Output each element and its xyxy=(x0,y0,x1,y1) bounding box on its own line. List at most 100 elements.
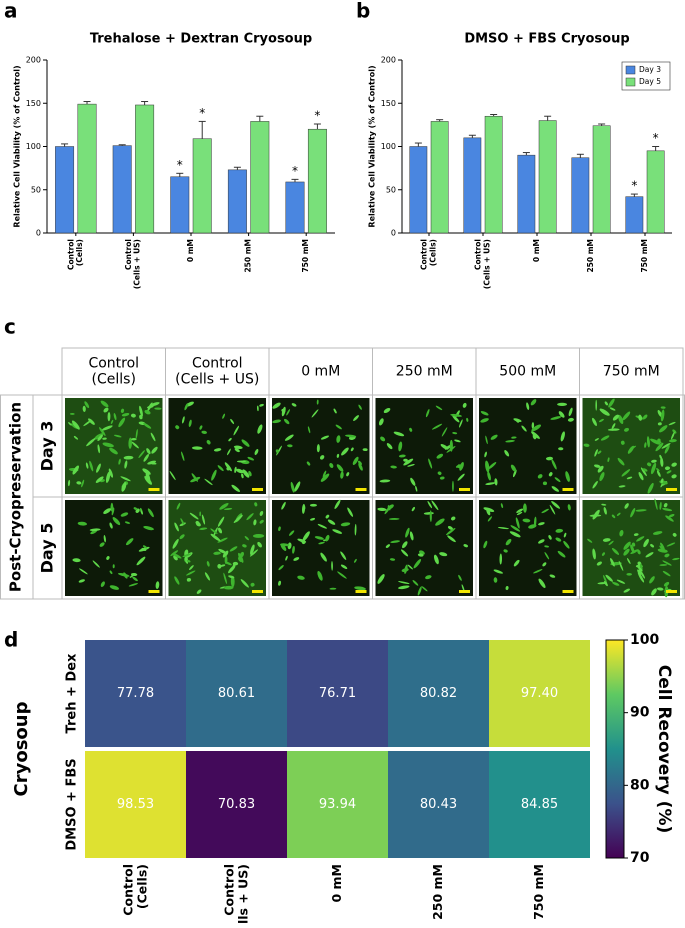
x-tick-label-group: 0 mM xyxy=(329,864,344,903)
cell-shape xyxy=(447,535,456,543)
error-bar xyxy=(256,115,264,122)
cell-shape xyxy=(336,453,340,458)
cell-shape xyxy=(505,538,512,546)
cell-shape xyxy=(385,544,390,548)
header-cell xyxy=(475,347,580,396)
cell-shape xyxy=(555,537,562,542)
cell-shape xyxy=(647,482,654,494)
cell-shape xyxy=(631,542,636,547)
cell-shape xyxy=(81,479,85,488)
cell-shape xyxy=(120,512,129,517)
micrograph xyxy=(168,398,266,494)
x-tick-label: 750 mM xyxy=(640,239,649,273)
x-tick-label-group: 250 mM xyxy=(244,239,253,273)
cell-shape xyxy=(144,410,151,415)
y-tick-label: 100 xyxy=(381,142,396,151)
cell-shape xyxy=(662,508,673,512)
cell-shape xyxy=(565,471,570,482)
cell-shape xyxy=(558,447,564,451)
cell-shape xyxy=(151,446,158,454)
cell-shape xyxy=(358,404,362,410)
cell-shape xyxy=(292,545,295,554)
cell-shape xyxy=(78,579,85,583)
x-tick-label: 750 mM xyxy=(531,864,546,920)
cell-shape xyxy=(306,461,311,466)
cell-shape xyxy=(68,422,72,426)
cell-shape xyxy=(327,519,336,525)
cell-shape xyxy=(563,532,567,538)
cell-shape xyxy=(483,507,495,513)
cell-shape xyxy=(250,582,255,587)
cell-shape xyxy=(431,423,443,430)
cell-shape xyxy=(644,442,647,448)
significance-label: * xyxy=(199,106,205,120)
cell-shape xyxy=(407,463,415,467)
cell-shape xyxy=(532,433,537,440)
bar xyxy=(538,120,557,234)
column-header: Control (Cells) xyxy=(88,355,139,387)
cell-shape xyxy=(503,549,508,553)
cell-shape xyxy=(188,419,192,428)
cell-value-label: 97.40 xyxy=(521,686,558,701)
cell-shape xyxy=(333,408,337,414)
cell-shape xyxy=(541,508,549,514)
cell-shape xyxy=(143,454,150,462)
heatmap-cell xyxy=(186,751,287,858)
cell-shape xyxy=(199,425,203,430)
x-tick-label: 750 mM xyxy=(301,239,310,273)
cell-shape xyxy=(99,542,105,547)
cell-shape xyxy=(320,473,330,482)
cell-shape xyxy=(76,481,82,485)
y-axis-label: Relative Cell Viability (% of Control) xyxy=(13,65,22,227)
cell-shape xyxy=(217,537,228,543)
cell-shape xyxy=(228,437,232,442)
micrograph xyxy=(375,500,473,596)
cell-shape xyxy=(609,407,616,411)
cell-shape xyxy=(666,542,676,547)
significance-label: * xyxy=(177,158,183,172)
cell-shape xyxy=(657,548,668,553)
cell-shape xyxy=(485,482,496,485)
cell-shape xyxy=(145,471,151,484)
cell-shape xyxy=(645,552,654,558)
cell-shape xyxy=(583,443,590,447)
cell-shape xyxy=(389,558,396,561)
bar xyxy=(285,181,305,234)
cell-shape xyxy=(154,407,162,410)
cell-shape xyxy=(459,419,463,428)
cell-shape xyxy=(612,414,620,421)
cell-shape xyxy=(130,413,136,418)
bar xyxy=(646,150,665,234)
cell-shape xyxy=(620,440,625,445)
error-bar xyxy=(233,166,241,170)
cell-shape xyxy=(521,425,527,432)
cell-shape xyxy=(538,522,545,526)
x-tick-label: 0 mM xyxy=(186,239,195,262)
cell-shape xyxy=(457,473,465,481)
x-tick-label-group: Control(Cells) xyxy=(66,239,84,270)
cell-shape xyxy=(490,434,498,440)
cell-shape xyxy=(433,554,439,565)
cell-shape xyxy=(316,399,319,405)
legend-label: Day 5 xyxy=(639,77,661,86)
cell-shape xyxy=(100,400,109,408)
cell-shape xyxy=(513,418,522,423)
cell-shape xyxy=(241,473,244,479)
bar xyxy=(227,169,247,234)
cell-shape xyxy=(660,542,665,551)
cell-shape xyxy=(397,585,410,590)
cell-shape xyxy=(246,513,254,521)
cell-shape xyxy=(285,555,288,561)
cell-shape xyxy=(485,435,488,445)
y-tick-label: 150 xyxy=(26,99,41,108)
cell-shape xyxy=(608,398,615,408)
cell-shape xyxy=(347,507,354,517)
y-axis-label-group: Relative Cell Viability (% of Control) xyxy=(368,65,377,227)
cell-shape xyxy=(649,576,655,584)
cell-shape xyxy=(592,417,597,427)
cell-shape xyxy=(186,559,191,563)
cell-shape xyxy=(204,572,211,581)
cell-shape xyxy=(665,515,674,522)
cell-shape xyxy=(405,527,410,538)
colorbar-tick-label: 100 xyxy=(630,632,659,648)
